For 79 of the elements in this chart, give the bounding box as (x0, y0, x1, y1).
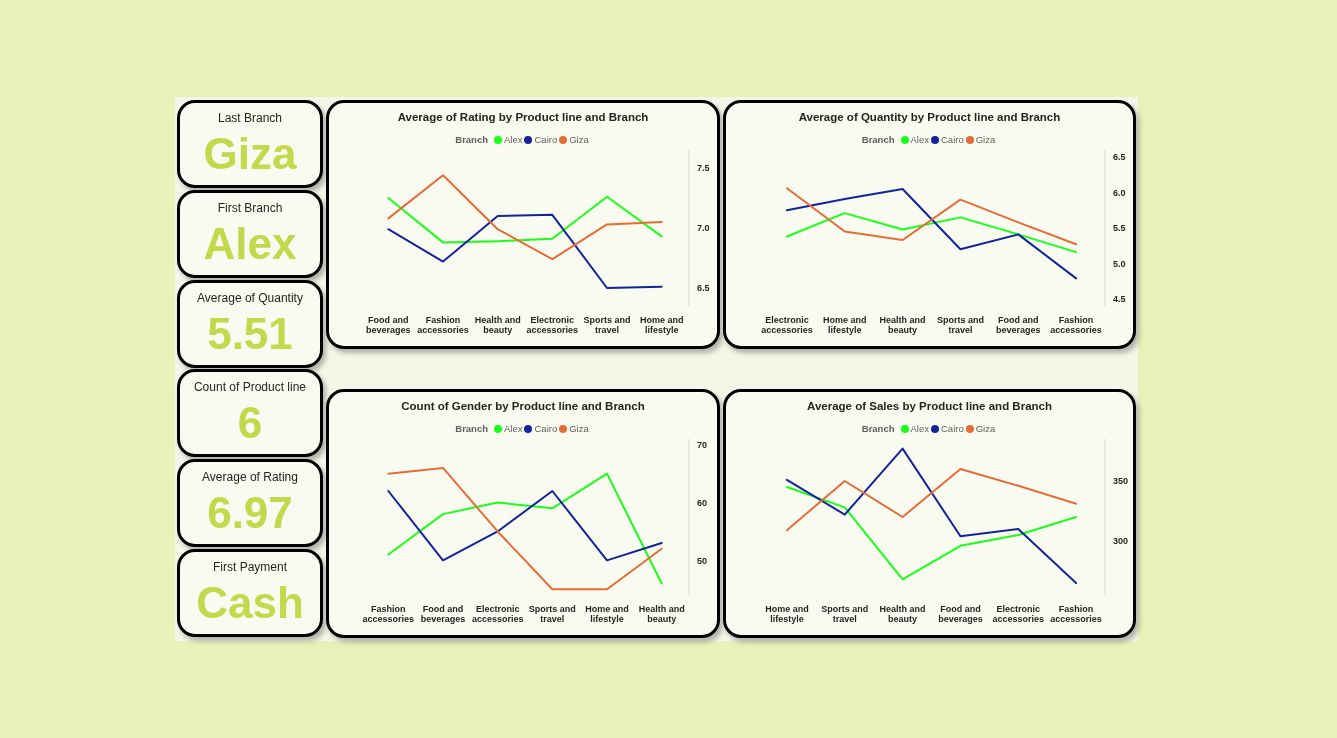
y-tick-label: 7.5 (697, 163, 710, 174)
line-series (785, 468, 1078, 532)
line-series (387, 213, 663, 289)
x-tick-label: Sports and travel (528, 604, 576, 624)
legend-label: Giza (975, 134, 996, 145)
x-tick-label: Fashion accessories (362, 604, 415, 624)
text: Alex (203, 218, 297, 268)
chart-title: Average of Sales by Product line and Branch (807, 400, 1052, 412)
x-tick-label: Electronic accessories (992, 604, 1045, 624)
x-tick-label: Health and beauty (638, 604, 685, 624)
legend-label: Cairo (940, 423, 964, 434)
legend-label: Alex (910, 423, 929, 434)
x-tick-label: Health and beauty (474, 315, 521, 335)
x-tick-label: Food and beverages (995, 315, 1041, 335)
x-tick-label: Home and lifestyle (639, 315, 684, 335)
y-tick-label: 5.0 (1113, 258, 1126, 269)
text: 6.97 (207, 488, 293, 538)
x-tick-label: Sports and travel (583, 315, 631, 335)
y-tick-label: 350 (1113, 476, 1129, 487)
text: Last Branch (217, 111, 283, 125)
text: Count of Product line (193, 380, 307, 395)
x-tick-label: Health and beauty (879, 604, 926, 624)
line-series (387, 490, 663, 562)
line-series (785, 187, 1078, 246)
line-series (785, 486, 1078, 581)
chart-title: Average of Rating by Product line and Branch (397, 111, 649, 123)
x-tick-label: Home and lifestyle (765, 604, 809, 624)
legend-label: Alex (504, 134, 523, 145)
legend-label: Cairo (534, 423, 558, 434)
x-tick-label: Fashion accessories (417, 315, 469, 335)
legend-title: Branch (455, 423, 488, 434)
text: 6 (237, 398, 263, 448)
legend-label: Alex (504, 423, 523, 434)
x-tick-label: Fashion accessories (1050, 604, 1102, 624)
y-tick-label: 6.5 (697, 283, 710, 294)
text: Average of Quantity (197, 290, 303, 305)
line-series (387, 174, 663, 261)
x-tick-label: Electronic accessories (471, 604, 524, 624)
line-series (785, 447, 1078, 584)
y-tick-label: 70 (697, 439, 708, 450)
chart-title: Count of Gender by Product line and Branch (401, 400, 645, 412)
y-tick-label: 300 (1113, 536, 1129, 547)
x-tick-label: Food and beverages (366, 315, 411, 335)
legend-title: Branch (455, 134, 488, 145)
x-tick-label: Home and lifestyle (822, 315, 867, 335)
legend-label: Cairo (940, 134, 964, 145)
x-tick-label: Food and beverages (420, 604, 466, 624)
text: Average of Rating (202, 470, 298, 485)
y-tick-label: 6.0 (1113, 187, 1126, 198)
legend-label: Alex (910, 134, 929, 145)
x-tick-label: Fashion accessories (1050, 315, 1102, 335)
y-tick-label: 6.5 (1113, 152, 1126, 163)
line-series (785, 212, 1078, 254)
line-series (387, 195, 663, 244)
x-tick-label: Electronic accessories (761, 315, 813, 335)
legend-label: Cairo (534, 134, 558, 145)
x-tick-label: Health and beauty (879, 315, 926, 335)
legend-label: Giza (569, 423, 589, 434)
text: Giza (203, 129, 297, 178)
x-tick-label: Sports and travel (821, 604, 869, 624)
legend-label: Giza (975, 423, 996, 434)
legend-label: Giza (569, 134, 589, 145)
chart-title: Average of Quantity by Product line and Branch (798, 111, 1061, 123)
text: First Branch (217, 200, 283, 215)
y-tick-label: 50 (697, 555, 708, 566)
y-tick-label: 4.5 (1113, 294, 1126, 305)
text: Cash (196, 578, 304, 627)
line-series (785, 188, 1078, 280)
x-tick-label: Sports and travel (936, 315, 984, 335)
text: First Payment (212, 560, 287, 574)
y-tick-label: 7.0 (697, 223, 710, 234)
y-tick-label: 60 (697, 497, 708, 508)
x-tick-label: Food and beverages (938, 604, 983, 624)
legend-title: Branch (861, 423, 895, 434)
y-tick-label: 5.5 (1113, 223, 1126, 234)
x-tick-label: Home and lifestyle (585, 604, 629, 624)
text: 5.51 (207, 308, 293, 358)
legend-title: Branch (861, 134, 895, 145)
x-tick-label: Electronic accessories (526, 315, 579, 335)
